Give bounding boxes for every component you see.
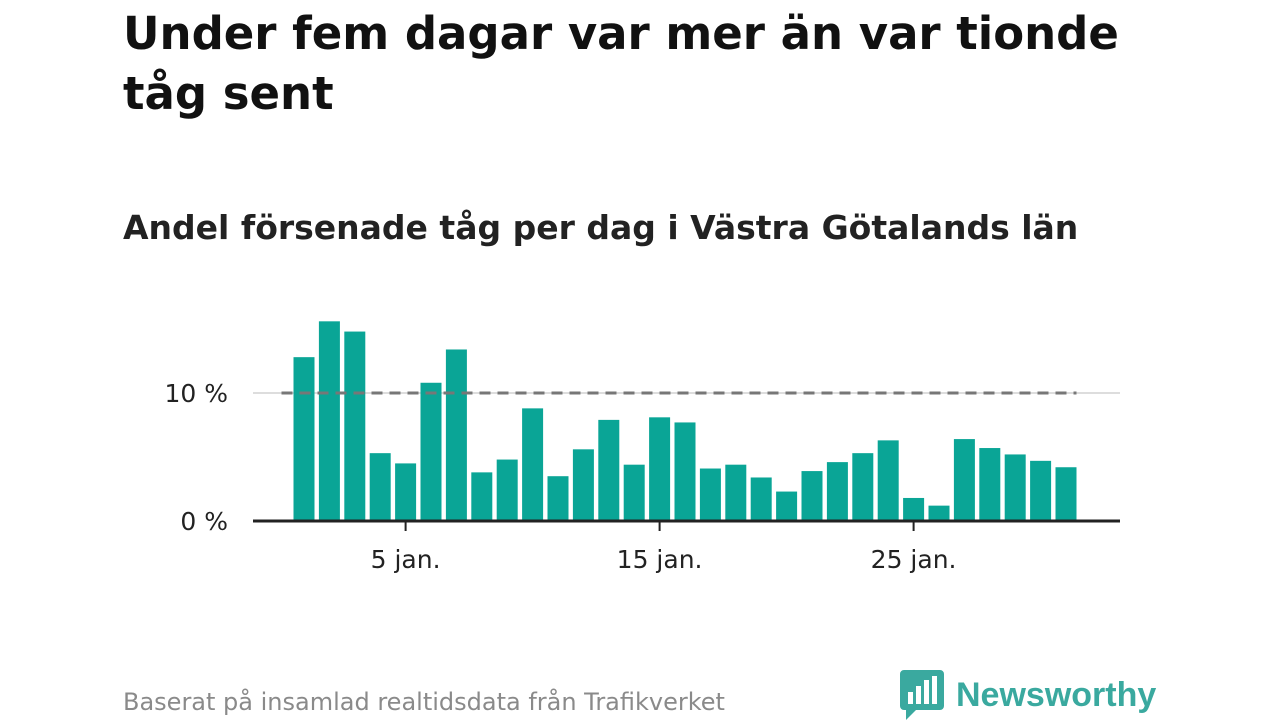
source-note: Baserat på insamlad realtidsdata från Tr… [123, 688, 725, 716]
y-tick-label-0: 0 % [180, 507, 228, 536]
bar-day-21 [801, 471, 823, 521]
bar-day-7 [445, 349, 467, 521]
chart-subtitle: Andel försenade tåg per dag i Västra Göt… [123, 208, 1079, 247]
bar-day-2 [318, 321, 340, 521]
bar-day-29 [1004, 454, 1026, 521]
bar-day-1 [293, 357, 315, 521]
bar-day-9 [496, 459, 518, 521]
chart-title: Under fem dagar var mer än var tionde tå… [123, 7, 1119, 120]
x-tick-label-5: 5 jan. [371, 545, 441, 574]
bar-day-20 [776, 491, 798, 521]
bar-day-3 [344, 331, 366, 521]
bar-day-18 [725, 464, 747, 521]
bar-day-23 [852, 453, 874, 521]
bar-day-31 [1055, 467, 1077, 521]
bar-day-17 [699, 468, 721, 521]
bar-day-27 [953, 439, 975, 521]
bar-day-11 [547, 476, 569, 521]
bar-day-16 [674, 422, 696, 521]
bar-day-26 [928, 505, 950, 521]
bar-day-25 [903, 497, 925, 521]
bar-day-24 [877, 440, 899, 521]
bar-day-5 [395, 463, 417, 521]
bar-day-10 [522, 408, 544, 521]
bar-day-4 [369, 453, 391, 521]
x-tick-label-15: 15 jan. [617, 545, 703, 574]
bar-day-13 [598, 419, 620, 521]
bar-day-12 [572, 449, 594, 521]
bar-day-28 [979, 448, 1001, 521]
logo-wordmark: Newsworthy [956, 675, 1157, 714]
newsworthy-logo: Newsworthy [900, 670, 1156, 720]
x-tick-label-25: 25 jan. [871, 545, 957, 574]
bar-day-14 [623, 464, 645, 521]
bar-day-30 [1030, 460, 1052, 521]
bar-day-6 [420, 382, 442, 521]
bar-day-22 [826, 462, 848, 521]
bar-day-15 [649, 417, 671, 521]
y-tick-label-10: 10 % [164, 379, 228, 408]
bar-day-19 [750, 477, 772, 521]
newsworthy-chart-bubble-icon [900, 670, 944, 720]
bar-day-8 [471, 472, 493, 521]
